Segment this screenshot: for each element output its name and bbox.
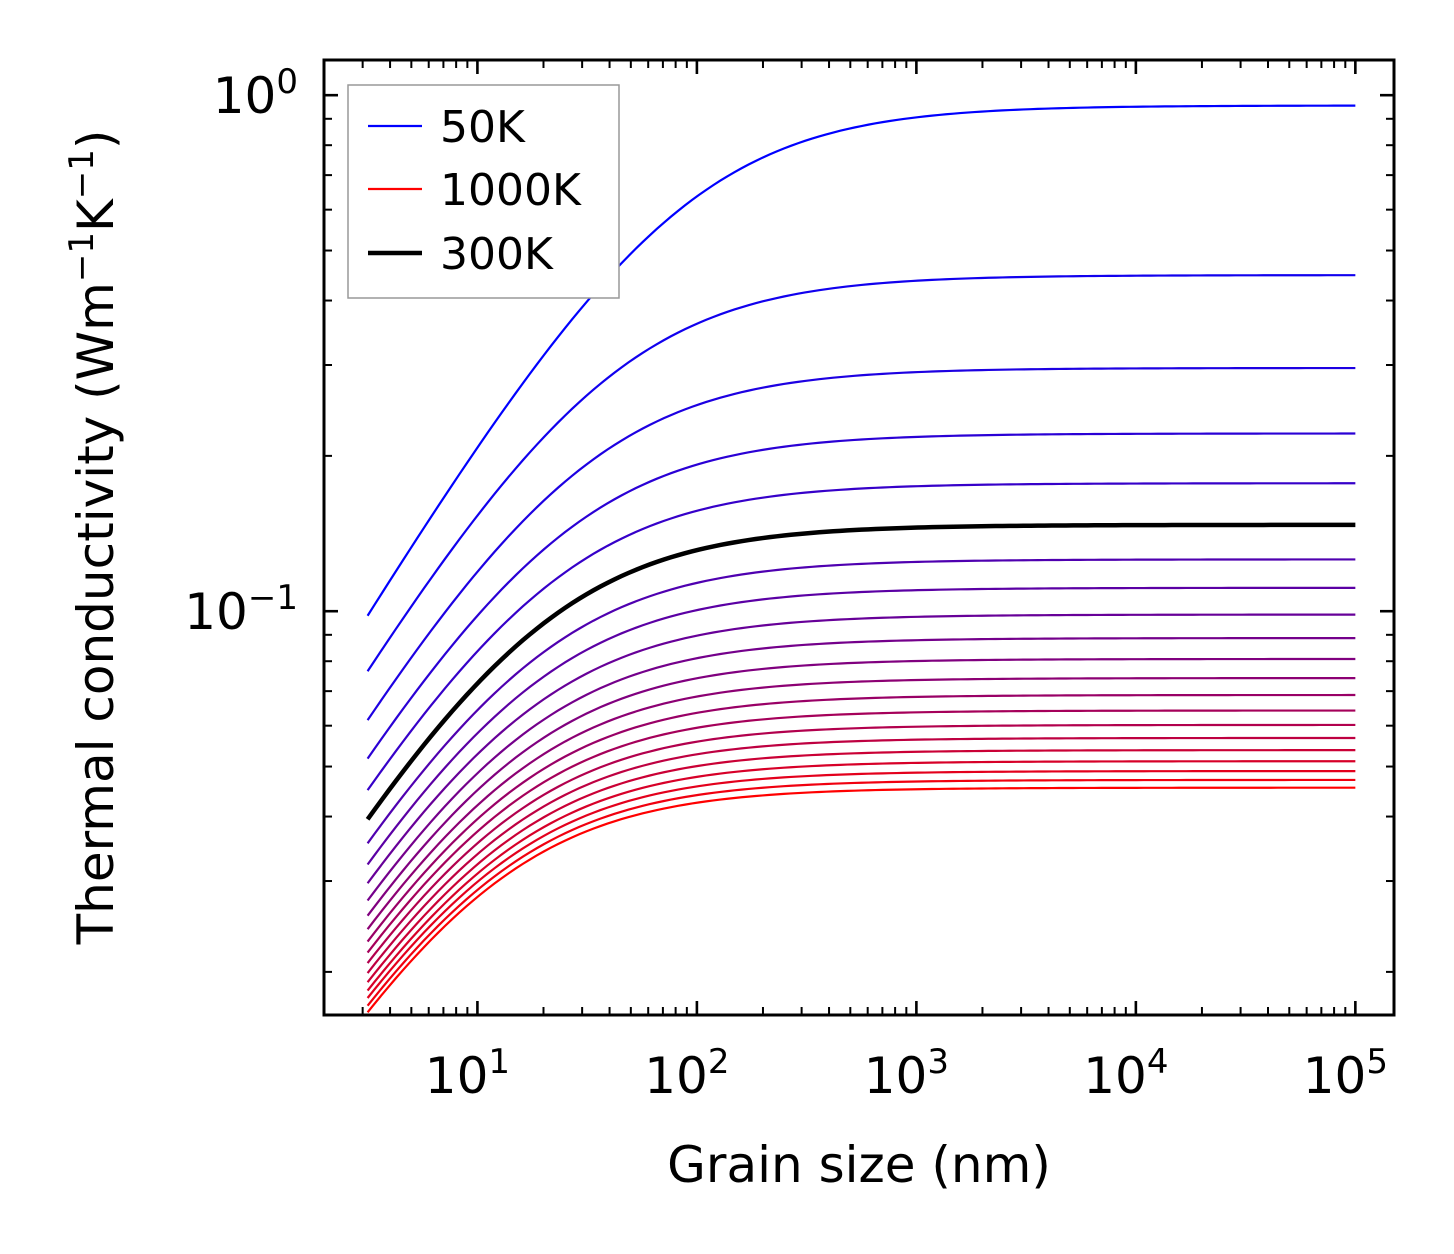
x-tick-label: 101	[425, 1042, 510, 1105]
plot-frame	[322, 58, 1396, 1017]
legend-box	[347, 84, 620, 299]
series-line-t15	[366, 723, 1356, 964]
series-line-t20	[366, 778, 1356, 1007]
series-line-t16	[366, 736, 1356, 974]
series-line-300k	[365, 522, 1356, 821]
legend-label-50k: 50K	[440, 102, 526, 153]
series-line-t4	[366, 432, 1356, 760]
series-layer	[365, 104, 1356, 1013]
series-line-t7	[366, 558, 1356, 844]
series-line-50k	[366, 104, 1356, 617]
legend: 50K 1000K 300K	[347, 84, 620, 299]
series-line-t9	[366, 613, 1356, 884]
x-tick-label: 103	[864, 1042, 949, 1105]
series-line-t11	[366, 657, 1356, 917]
x-tick-label: 105	[1303, 1042, 1388, 1105]
series-line-t13	[366, 693, 1356, 943]
series-line-t2	[366, 274, 1356, 672]
legend-label-300k: 300K	[440, 229, 554, 280]
series-line-t14	[366, 709, 1356, 954]
ticks-layer	[323, 60, 1394, 1015]
x-axis-title: Grain size (nm)	[667, 1136, 1051, 1194]
x-tick-label: 104	[1083, 1042, 1168, 1105]
y-tick-label: 100	[213, 62, 298, 125]
series-line-t19	[366, 769, 1356, 999]
y-axis-title: Thermal conductivity (Wm−1K−1)	[62, 130, 125, 946]
legend-label-1000k: 1000K	[440, 165, 582, 216]
series-line-t17	[366, 749, 1356, 983]
series-line-t12	[366, 676, 1356, 930]
series-line-t3	[366, 366, 1356, 721]
tick-labels: 101 102 103 104 105 10−1 100	[184, 62, 1388, 1105]
series-line-t10	[366, 636, 1356, 902]
x-tick-label: 102	[644, 1042, 729, 1105]
series-line-1000k	[366, 786, 1356, 1013]
y-tick-label: 10−1	[184, 578, 298, 641]
series-line-t5	[366, 482, 1356, 791]
series-line-t8	[366, 586, 1356, 866]
series-line-t18	[366, 760, 1356, 992]
